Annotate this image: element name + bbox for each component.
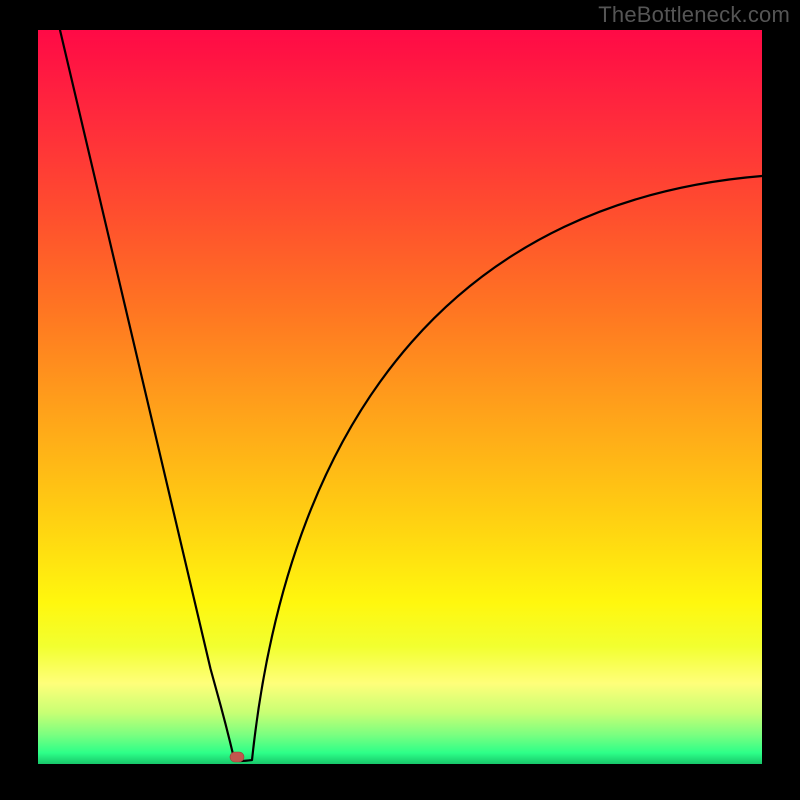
bottleneck-chart: [0, 0, 800, 800]
watermark-text: TheBottleneck.com: [598, 2, 790, 28]
optimum-marker: [230, 752, 244, 762]
